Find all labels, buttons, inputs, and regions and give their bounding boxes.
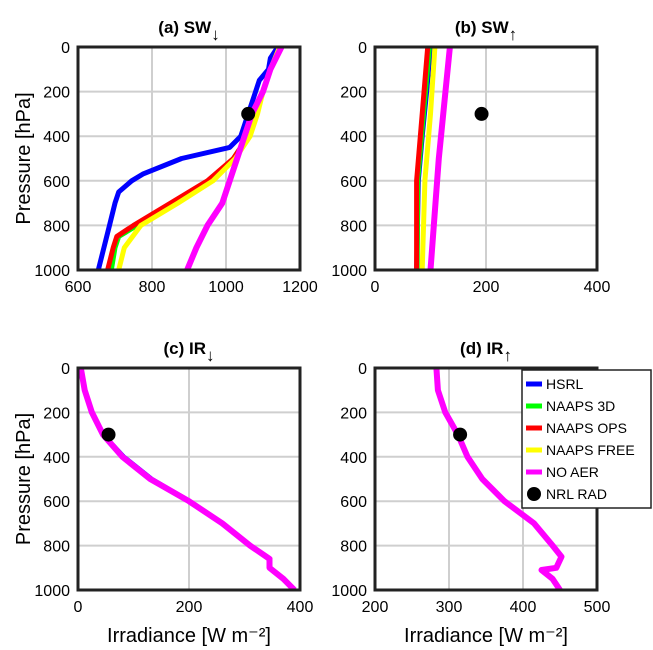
x-axis-label: Irradiance [W m⁻²]	[107, 625, 271, 647]
title-text: (c) IR	[164, 339, 207, 358]
y-tick-label: 200	[43, 405, 70, 422]
title-subscript: ↓	[206, 346, 215, 365]
profile-line	[108, 47, 284, 270]
y-tick-label: 0	[358, 40, 367, 57]
profile-line	[78, 368, 297, 590]
y-tick-label: 1000	[331, 263, 367, 280]
plot-area	[78, 47, 300, 270]
x-tick-label: 400	[584, 279, 611, 296]
legend-label: NAAPS FREE	[546, 442, 635, 458]
legend-marker	[527, 487, 541, 501]
x-tick-label: 0	[74, 599, 83, 616]
legend-label: NO AER	[546, 464, 599, 480]
title-text: (d) IR	[460, 339, 503, 358]
x-tick-label: 400	[287, 599, 314, 616]
axes-box	[76, 45, 302, 272]
y-axis-label: Pressure [hPa]	[13, 92, 35, 224]
title-text: (b) SW	[455, 18, 510, 37]
data-point	[101, 427, 116, 442]
data-point	[453, 427, 468, 442]
title-text: (a) SW	[158, 18, 212, 37]
y-tick-label: 0	[61, 40, 70, 57]
y-axis-label: Pressure [hPa]	[13, 413, 35, 545]
x-tick-label: 600	[65, 279, 92, 296]
y-tick-label: 0	[358, 361, 367, 378]
x-tick-label: 0	[371, 279, 380, 296]
data-point	[241, 106, 256, 121]
plot-area	[375, 368, 597, 590]
x-tick-label: 200	[176, 599, 203, 616]
y-tick-label: 600	[340, 174, 367, 191]
x-tick-label: 400	[510, 599, 537, 616]
y-tick-label: 600	[43, 494, 70, 511]
profile-line	[95, 47, 280, 270]
panel-title: (a) SW↓	[158, 18, 219, 44]
y-tick-label: 1000	[331, 583, 367, 600]
x-tick-label: 1000	[208, 279, 244, 296]
x-axis-label: Irradiance [W m⁻²]	[404, 625, 568, 647]
x-tick-label: 200	[473, 279, 500, 296]
y-tick-label: 1000	[34, 583, 70, 600]
y-tick-label: 800	[43, 218, 70, 235]
y-tick-label: 400	[43, 450, 70, 467]
plot-area	[375, 47, 597, 270]
y-tick-label: 400	[340, 450, 367, 467]
x-tick-label: 500	[584, 599, 611, 616]
x-tick-label: 200	[362, 599, 389, 616]
title-subscript: ↑	[509, 25, 518, 44]
axes-box	[373, 45, 599, 272]
y-tick-label: 600	[340, 494, 367, 511]
legend-box	[521, 369, 652, 509]
y-tick-label: 800	[340, 539, 367, 556]
legend-label: HSRL	[546, 376, 584, 392]
profile-line	[433, 368, 565, 590]
y-tick-label: 0	[61, 361, 70, 378]
profile-line	[414, 47, 431, 270]
y-tick-label: 1000	[34, 263, 70, 280]
legend-label: NAAPS OPS	[546, 420, 627, 436]
y-tick-label: 400	[340, 129, 367, 146]
x-tick-label: 300	[436, 599, 463, 616]
axes-box	[76, 366, 302, 592]
title-subscript: ↑	[503, 346, 512, 365]
panel-title: (c) IR↓	[164, 339, 215, 365]
plot-area	[78, 368, 300, 590]
y-tick-label: 400	[43, 129, 70, 146]
y-tick-label: 200	[340, 405, 367, 422]
legend-label: NAAPS 3D	[546, 398, 615, 414]
profile-line	[427, 47, 453, 270]
x-tick-label: 800	[139, 279, 166, 296]
legend-label: NRL RAD	[546, 486, 607, 502]
x-tick-label: 1200	[282, 279, 318, 296]
panel-title: (b) SW↑	[455, 18, 517, 44]
profile-line	[184, 47, 285, 270]
panel-title: (d) IR↑	[460, 339, 512, 365]
y-tick-label: 800	[43, 539, 70, 556]
y-tick-label: 200	[43, 85, 70, 102]
data-point	[474, 106, 489, 121]
profile-line	[419, 47, 438, 270]
y-tick-label: 600	[43, 174, 70, 191]
title-subscript: ↓	[211, 25, 220, 44]
y-tick-label: 800	[340, 218, 367, 235]
y-tick-label: 200	[340, 85, 367, 102]
